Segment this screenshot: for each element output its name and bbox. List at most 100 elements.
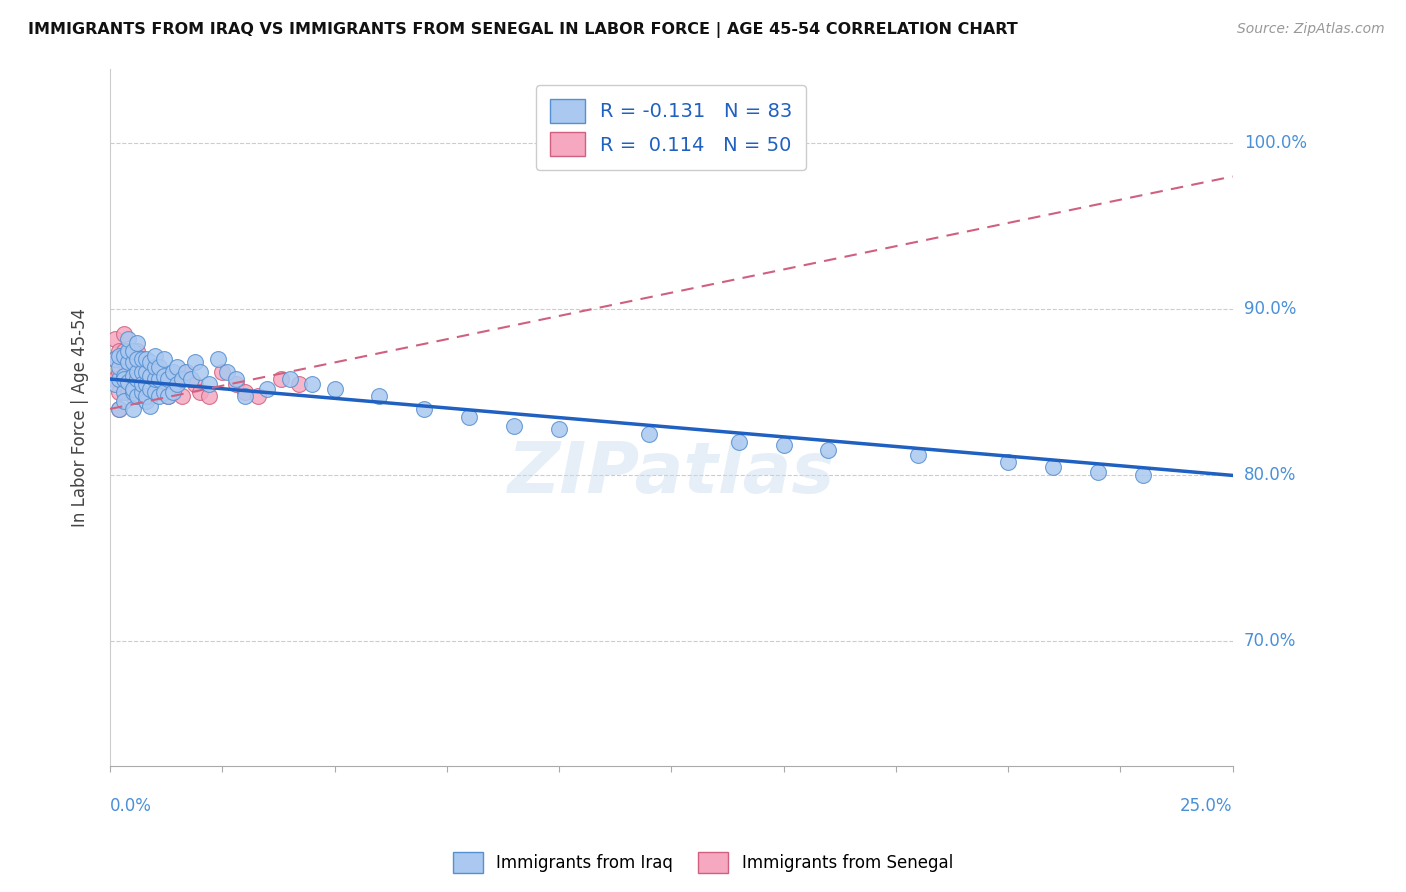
- Point: [170, 389, 193, 403]
- Point: [117, 352, 139, 367]
- Point: [121, 352, 143, 367]
- Point: [139, 368, 162, 383]
- Point: [278, 372, 301, 386]
- Text: IMMIGRANTS FROM IRAQ VS IMMIGRANTS FROM SENEGAL IN LABOR FORCE | AGE 45-54 CORRE: IMMIGRANTS FROM IRAQ VS IMMIGRANTS FROM …: [28, 22, 1018, 38]
- Point: [103, 332, 125, 346]
- Point: [162, 366, 184, 380]
- Point: [125, 372, 148, 386]
- Point: [153, 385, 176, 400]
- Point: [139, 399, 162, 413]
- Point: [117, 332, 139, 346]
- Point: [548, 422, 571, 436]
- Point: [139, 389, 162, 403]
- Point: [287, 377, 309, 392]
- Point: [148, 372, 170, 386]
- Point: [817, 443, 839, 458]
- Point: [112, 343, 135, 358]
- Point: [148, 389, 170, 403]
- Text: 90.0%: 90.0%: [1244, 301, 1296, 318]
- Point: [270, 372, 292, 386]
- Point: [131, 352, 153, 367]
- Point: [103, 352, 125, 367]
- Point: [157, 372, 180, 386]
- Point: [166, 377, 188, 392]
- Point: [323, 382, 346, 396]
- Point: [121, 385, 143, 400]
- Point: [458, 410, 481, 425]
- Point: [139, 355, 162, 369]
- Text: ZIPatlas: ZIPatlas: [508, 439, 835, 508]
- Text: 25.0%: 25.0%: [1180, 797, 1233, 814]
- Point: [772, 438, 794, 452]
- Point: [112, 393, 135, 408]
- Point: [121, 343, 143, 358]
- Text: 100.0%: 100.0%: [1244, 135, 1306, 153]
- Point: [247, 389, 270, 403]
- Point: [225, 377, 247, 392]
- Point: [112, 327, 135, 342]
- Point: [162, 385, 184, 400]
- Point: [157, 389, 180, 403]
- Point: [211, 366, 233, 380]
- Y-axis label: In Labor Force | Age 45-54: In Labor Force | Age 45-54: [72, 308, 89, 527]
- Point: [103, 377, 125, 392]
- Point: [637, 426, 659, 441]
- Point: [727, 435, 749, 450]
- Legend: Immigrants from Iraq, Immigrants from Senegal: Immigrants from Iraq, Immigrants from Se…: [447, 846, 959, 880]
- Point: [117, 372, 139, 386]
- Point: [143, 385, 166, 400]
- Point: [131, 377, 153, 392]
- Point: [108, 372, 131, 386]
- Point: [188, 385, 211, 400]
- Point: [176, 366, 198, 380]
- Point: [135, 382, 157, 396]
- Point: [368, 389, 391, 403]
- Point: [108, 401, 131, 416]
- Point: [157, 389, 180, 403]
- Point: [117, 366, 139, 380]
- Point: [117, 376, 139, 390]
- Point: [121, 401, 143, 416]
- Point: [143, 349, 166, 363]
- Point: [180, 372, 202, 386]
- Point: [121, 377, 143, 392]
- Point: [117, 385, 139, 400]
- Point: [108, 401, 131, 416]
- Point: [108, 360, 131, 375]
- Point: [413, 401, 436, 416]
- Point: [198, 377, 221, 392]
- Point: [108, 366, 131, 380]
- Point: [103, 352, 125, 367]
- Text: 0.0%: 0.0%: [110, 797, 152, 814]
- Point: [135, 368, 157, 383]
- Point: [184, 355, 207, 369]
- Point: [233, 389, 256, 403]
- Point: [125, 389, 148, 403]
- Point: [135, 366, 157, 380]
- Point: [184, 377, 207, 392]
- Point: [143, 366, 166, 380]
- Point: [153, 382, 176, 396]
- Point: [125, 335, 148, 350]
- Point: [121, 382, 143, 396]
- Point: [207, 352, 229, 367]
- Text: 80.0%: 80.0%: [1244, 467, 1296, 484]
- Point: [166, 377, 188, 392]
- Point: [108, 343, 131, 358]
- Point: [112, 349, 135, 363]
- Point: [112, 372, 135, 386]
- Legend: R = -0.131   N = 83, R =  0.114   N = 50: R = -0.131 N = 83, R = 0.114 N = 50: [536, 86, 806, 169]
- Point: [112, 355, 135, 369]
- Point: [180, 372, 202, 386]
- Point: [153, 352, 176, 367]
- Point: [225, 372, 247, 386]
- Point: [1087, 465, 1109, 479]
- Point: [162, 372, 184, 386]
- Point: [121, 368, 143, 383]
- Point: [997, 455, 1019, 469]
- Point: [139, 372, 162, 386]
- Point: [135, 377, 157, 392]
- Point: [176, 366, 198, 380]
- Point: [117, 355, 139, 369]
- Point: [131, 366, 153, 380]
